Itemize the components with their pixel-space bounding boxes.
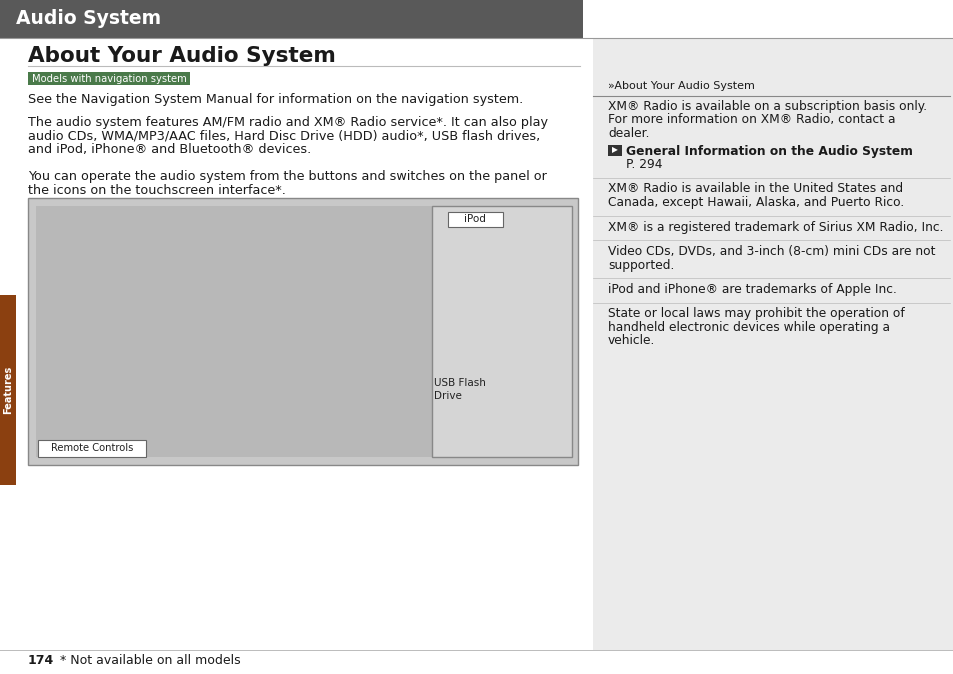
Text: iPod and iPhone® are trademarks of Apple Inc.: iPod and iPhone® are trademarks of Apple… bbox=[607, 283, 896, 296]
Text: vehicle.: vehicle. bbox=[607, 334, 655, 348]
Text: General Information on the Audio System: General Information on the Audio System bbox=[625, 144, 912, 158]
Text: dealer.: dealer. bbox=[607, 127, 649, 140]
Text: * Not available on all models: * Not available on all models bbox=[60, 654, 240, 667]
Text: State or local laws may prohibit the operation of: State or local laws may prohibit the ope… bbox=[607, 307, 903, 321]
Bar bbox=[38, 440, 146, 457]
Text: Features: Features bbox=[3, 366, 13, 414]
Text: and iPod, iPhone® and Bluetooth® devices.: and iPod, iPhone® and Bluetooth® devices… bbox=[28, 143, 311, 156]
Text: XM® Radio is available on a subscription basis only.: XM® Radio is available on a subscription… bbox=[607, 100, 926, 113]
Text: handheld electronic devices while operating a: handheld electronic devices while operat… bbox=[607, 321, 889, 334]
Text: supported.: supported. bbox=[607, 259, 674, 272]
Text: Canada, except Hawaii, Alaska, and Puerto Rico.: Canada, except Hawaii, Alaska, and Puert… bbox=[607, 196, 903, 209]
Text: Models with navigation system: Models with navigation system bbox=[32, 73, 187, 84]
Text: The audio system features AM/FM radio and XM® Radio service*. It can also play: The audio system features AM/FM radio an… bbox=[28, 116, 547, 129]
Text: You can operate the audio system from the buttons and switches on the panel or: You can operate the audio system from th… bbox=[28, 170, 546, 183]
Text: Remote Controls: Remote Controls bbox=[51, 443, 133, 453]
Text: About Your Audio System: About Your Audio System bbox=[28, 46, 335, 66]
Text: Audio System: Audio System bbox=[16, 9, 161, 28]
Bar bbox=[607, 144, 621, 156]
Text: the icons on the touchscreen interface*.: the icons on the touchscreen interface*. bbox=[28, 183, 286, 197]
Text: »About Your Audio System: »About Your Audio System bbox=[607, 81, 754, 91]
Text: See the Navigation System Manual for information on the navigation system.: See the Navigation System Manual for inf… bbox=[28, 93, 522, 106]
Text: XM® is a registered trademark of Sirius XM Radio, Inc.: XM® is a registered trademark of Sirius … bbox=[607, 220, 943, 233]
Bar bbox=[0, 295, 16, 485]
Text: XM® Radio is available in the United States and: XM® Radio is available in the United Sta… bbox=[607, 183, 902, 195]
Bar bbox=[593, 38, 953, 650]
Bar bbox=[432, 206, 572, 457]
Text: ▶: ▶ bbox=[612, 146, 618, 154]
Text: For more information on XM® Radio, contact a: For more information on XM® Radio, conta… bbox=[607, 113, 895, 127]
Text: Video CDs, DVDs, and 3-inch (8-cm) mini CDs are not: Video CDs, DVDs, and 3-inch (8-cm) mini … bbox=[607, 245, 935, 258]
Text: iPod: iPod bbox=[463, 214, 485, 224]
Bar bbox=[448, 212, 502, 227]
Text: P. 294: P. 294 bbox=[625, 158, 661, 171]
Bar bbox=[28, 198, 578, 465]
Bar bbox=[0, 0, 582, 38]
Text: audio CDs, WMA/MP3/AAC files, Hard Disc Drive (HDD) audio*, USB flash drives,: audio CDs, WMA/MP3/AAC files, Hard Disc … bbox=[28, 129, 539, 142]
Text: USB Flash
Drive: USB Flash Drive bbox=[434, 378, 485, 401]
Text: 174: 174 bbox=[28, 654, 54, 667]
Bar bbox=[28, 72, 190, 85]
Bar bbox=[36, 206, 499, 457]
